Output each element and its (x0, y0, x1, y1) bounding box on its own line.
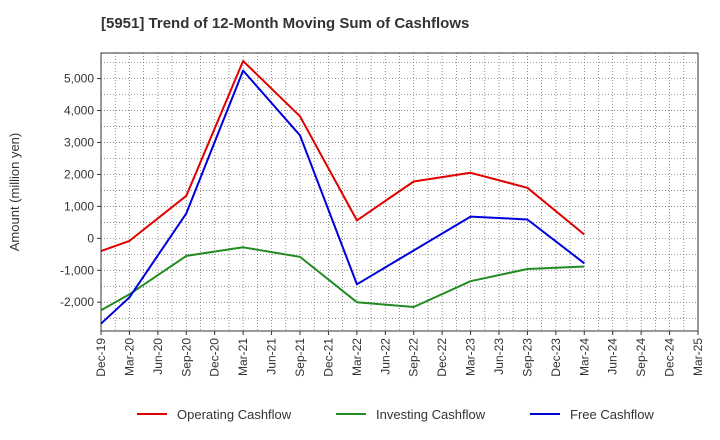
series-lines (100, 60, 585, 325)
x-tick-label: Mar-24 (577, 338, 591, 376)
legend-label-investing-cashflow: Investing Cashflow (376, 407, 486, 422)
series-line-operating-cashflow (100, 60, 585, 253)
y-tick-label: 2,000 (64, 167, 94, 181)
x-tick-label: Dec-24 (663, 338, 677, 377)
x-tick-label: Mar-25 (691, 338, 705, 376)
gridlines (100, 53, 699, 331)
series-line-free-cashflow (100, 69, 585, 325)
y-axis-title: Amount (million yen) (7, 133, 22, 252)
y-tick-label: 1,000 (64, 199, 94, 213)
x-tick-label: Jun-21 (265, 338, 279, 375)
y-axis: -2,000 -1,000 0 1,000 2,000 3,000 4,000 5,000 (60, 72, 101, 309)
y-tick-label: 4,000 (64, 104, 94, 118)
x-tick-label: Dec-20 (208, 338, 222, 377)
legend-label-free-cashflow: Free Cashflow (570, 407, 654, 422)
series-line-investing-cashflow (100, 246, 585, 312)
x-tick-label: Sep-24 (634, 338, 648, 377)
x-tick-label: Sep-22 (407, 338, 421, 377)
x-tick-label: Dec-23 (549, 338, 563, 377)
x-tick-label: Jun-23 (492, 338, 506, 375)
x-tick-label: Jun-20 (151, 338, 165, 375)
x-tick-label: Sep-23 (520, 338, 534, 377)
x-tick-label: Mar-20 (122, 338, 136, 376)
x-tick-label: Sep-20 (179, 338, 193, 377)
x-tick-label: Mar-23 (464, 338, 478, 376)
x-tick-label: Mar-21 (236, 338, 250, 376)
x-tick-label: Dec-19 (94, 338, 108, 377)
x-tick-label: Dec-22 (435, 338, 449, 377)
y-tick-label: -1,000 (60, 263, 94, 277)
y-tick-label: 0 (87, 231, 94, 245)
y-tick-label: -2,000 (60, 295, 94, 309)
x-axis: Dec-19 Mar-20 Jun-20 Sep-20 Dec-20 Mar-21 Jun-… (94, 331, 705, 377)
chart-title: [5951] Trend of 12-Month Moving Sum of C… (101, 15, 470, 32)
x-tick-label: Sep-21 (293, 338, 307, 377)
y-tick-label: 5,000 (64, 72, 94, 86)
y-tick-label: 3,000 (64, 135, 94, 149)
x-tick-label: Jun-24 (606, 338, 620, 375)
legend-label-operating-cashflow: Operating Cashflow (177, 407, 292, 422)
legend: Operating Cashflow Investing Cashflow Free… (137, 407, 654, 422)
plot-area (100, 52, 699, 332)
x-tick-label: Dec-21 (321, 338, 335, 377)
x-tick-label: Jun-22 (378, 338, 392, 375)
x-tick-label: Mar-22 (350, 338, 364, 376)
